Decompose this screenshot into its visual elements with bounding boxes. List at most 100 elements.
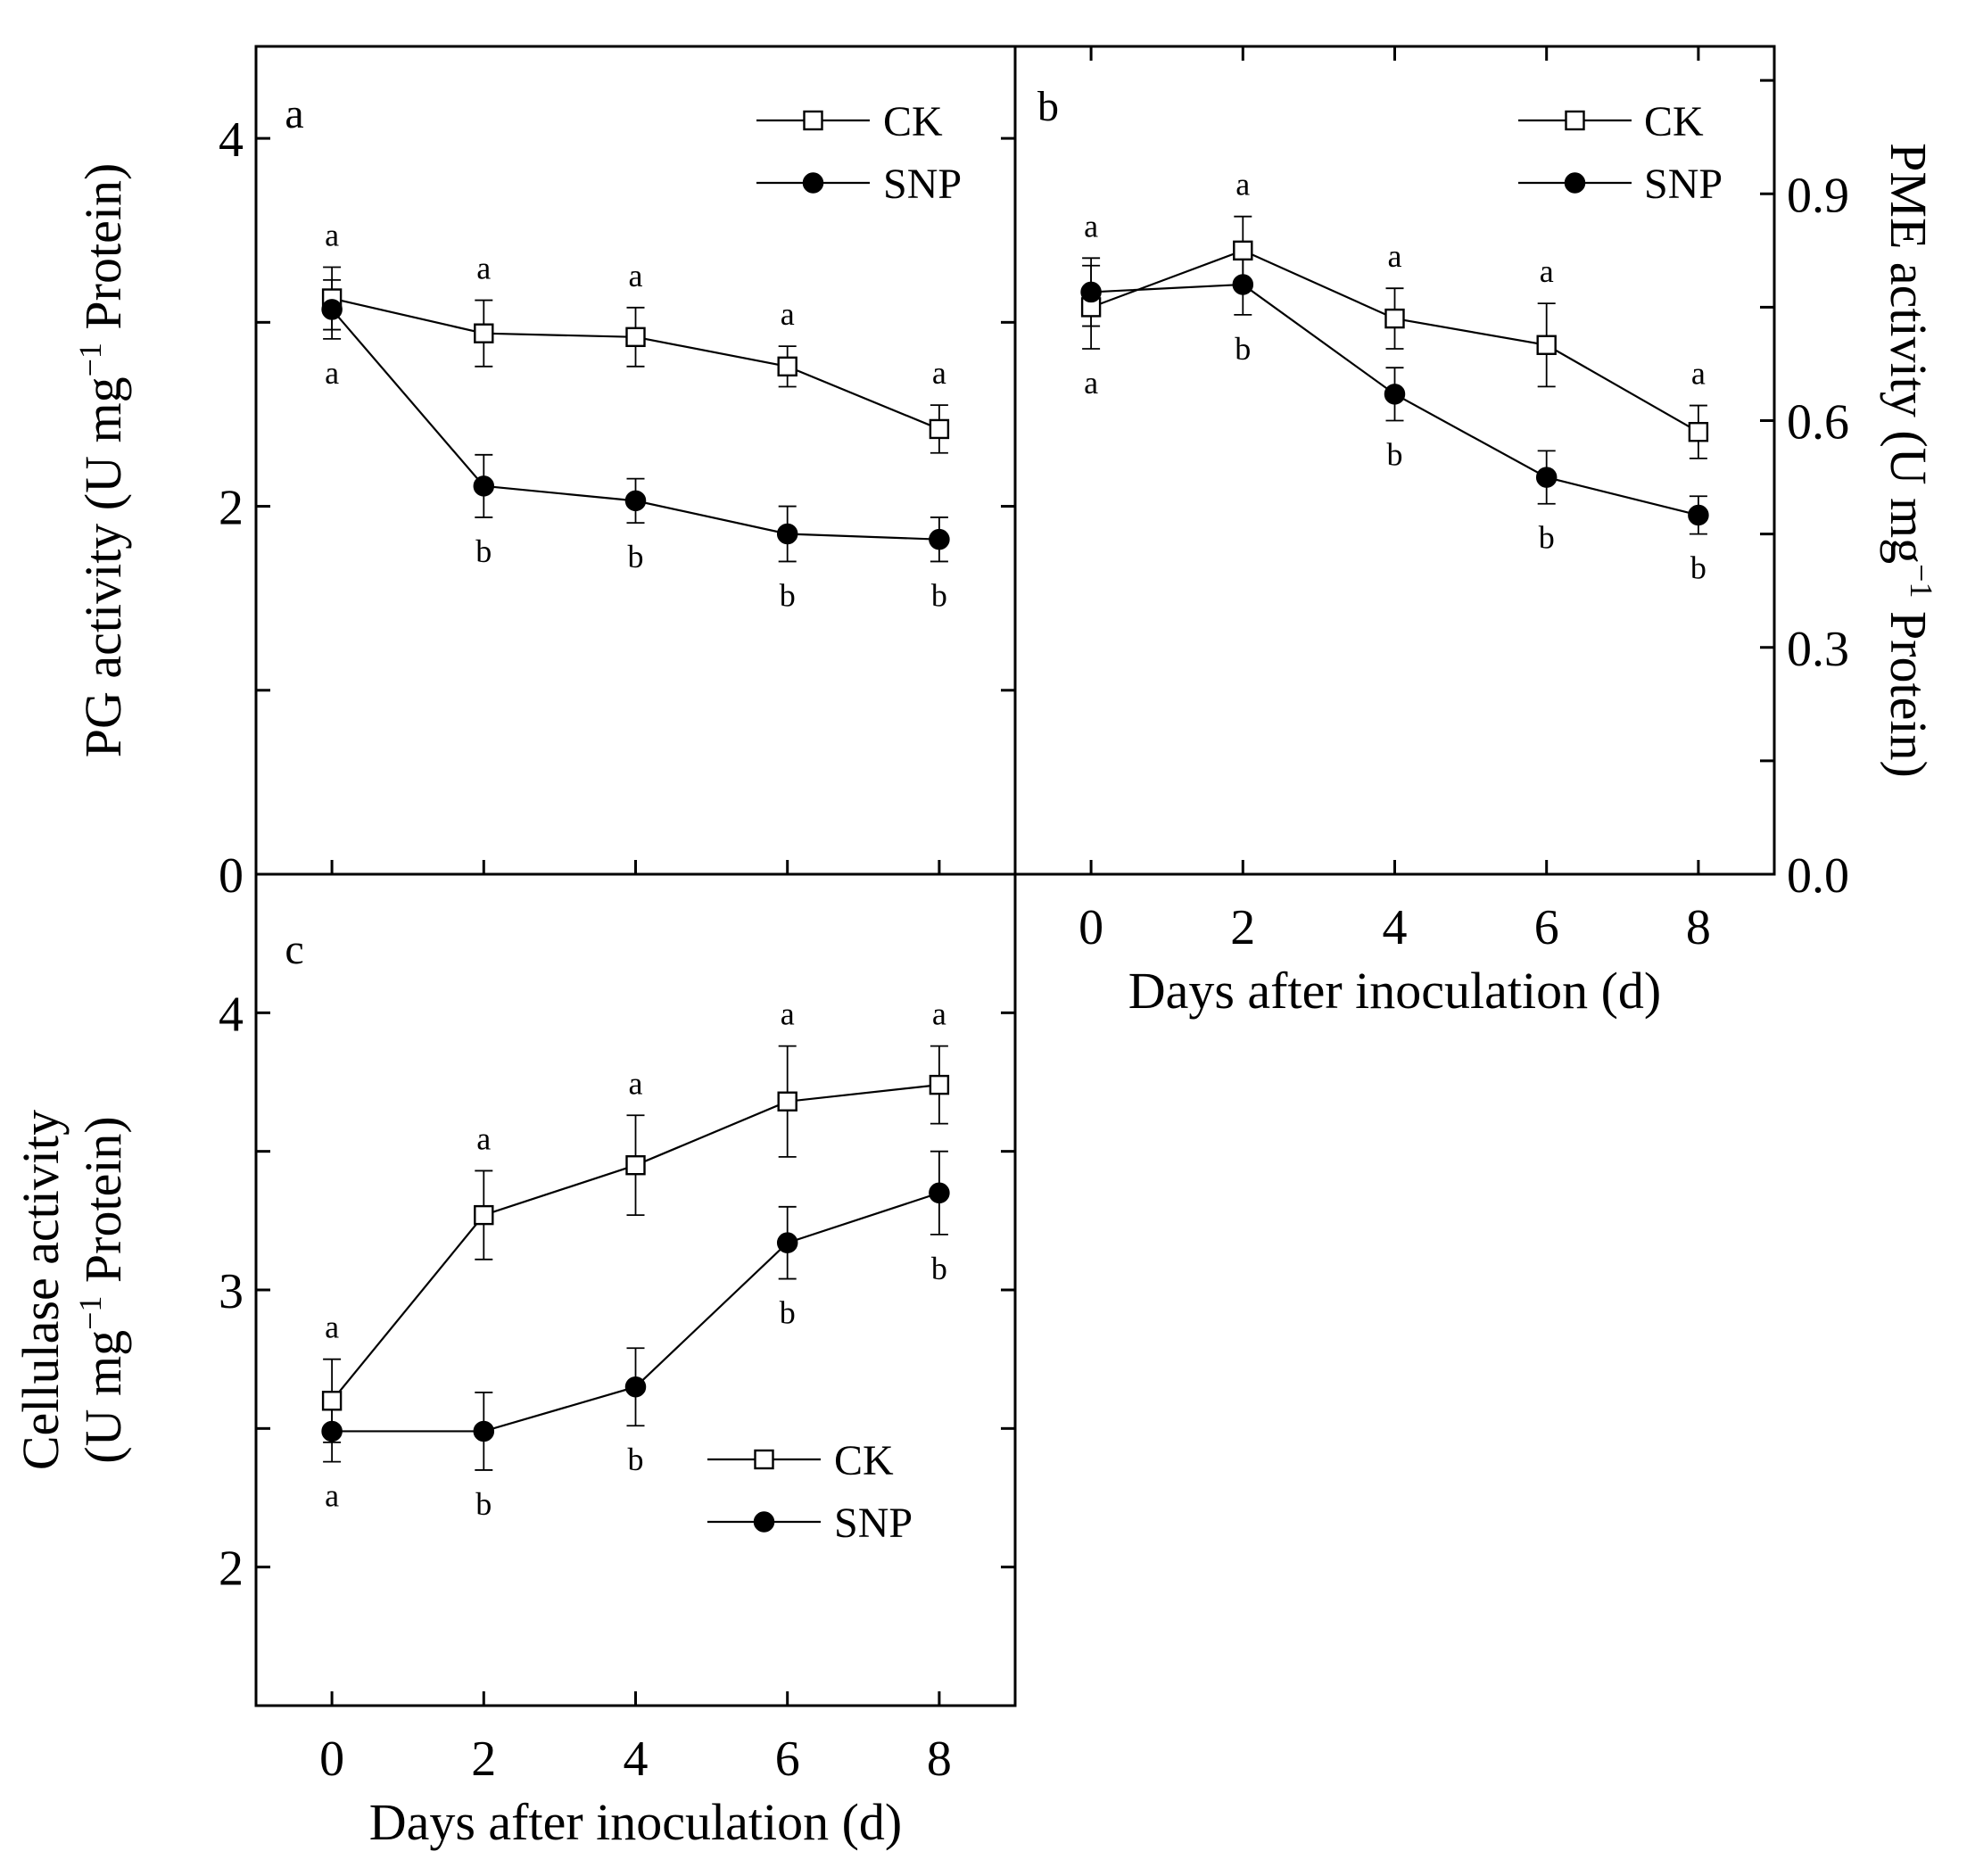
y-title-sup: −1 (72, 1296, 108, 1330)
y-tick-label: 0.6 (1787, 395, 1849, 450)
data-point-ck (321, 1391, 343, 1411)
significance-letter: a (932, 355, 946, 391)
x-tick-label: 4 (624, 1731, 649, 1787)
y-tick-label: 4 (219, 987, 244, 1042)
significance-letter: b (1235, 331, 1251, 367)
y-title-main: (U mg (74, 1330, 132, 1464)
panel-label-c: c (285, 926, 303, 973)
data-point-snp (776, 523, 798, 545)
y-axis-title-line2: (U mg−1 Protein) (72, 1116, 132, 1464)
panel-c: 0 2 4 6 8 Days after inoculation (d) 2 3 4 Cellul… (12, 872, 1017, 1851)
significance-letter: a (476, 1120, 491, 1156)
data-point-snp (624, 490, 647, 512)
significance-letter: a (1084, 208, 1098, 244)
significance-letter: b (628, 1442, 644, 1477)
data-point-ck (929, 1074, 950, 1095)
significance-letter: b (931, 1251, 947, 1286)
panel-label-a: a (285, 90, 303, 137)
significance-letter: a (1388, 238, 1402, 274)
significance-letter: a (325, 1478, 339, 1514)
y-tick-label: 0.9 (1787, 168, 1849, 223)
markers-snp (321, 1182, 950, 1442)
data-point-snp (1080, 281, 1102, 303)
x-axis-title: Days after inoculation (d) (369, 1793, 903, 1851)
data-point-ck (929, 418, 950, 440)
x-tick-label: 0 (319, 1731, 344, 1787)
markers-snp (1080, 274, 1709, 526)
y-title-main: PME activity (U mg (1880, 143, 1938, 564)
y-tick-label: 0.3 (1787, 622, 1849, 677)
panel-label-b: b (1037, 83, 1059, 130)
data-point-ck (1536, 335, 1557, 355)
significance-letter: b (1539, 520, 1555, 556)
data-point-ck (625, 1154, 646, 1176)
data-point-snp (929, 1182, 950, 1204)
significance-letter: b (780, 577, 796, 613)
y-tick-label: 0.0 (1787, 848, 1849, 904)
data-point-snp (624, 1376, 647, 1398)
data-point-snp (1535, 467, 1558, 488)
significance-letter: b (475, 1486, 492, 1522)
data-point-ck (1384, 308, 1405, 329)
y-title-tail: Protein) (74, 1116, 132, 1295)
data-point-ck (1233, 240, 1253, 261)
legend-c: CK SNP (707, 1437, 913, 1547)
legend-a: CK SNP (756, 98, 962, 208)
x-tick-label: 6 (775, 1731, 800, 1787)
x-tick-label: 6 (1534, 900, 1559, 955)
data-point-ck (777, 1091, 797, 1112)
y-title-main: PG activity (U mg (74, 376, 132, 757)
legend-label: CK (1644, 98, 1704, 145)
legend-label: SNP (883, 161, 962, 208)
significance-letter: b (628, 539, 644, 574)
significance-letter: b (1690, 550, 1706, 586)
data-point-snp (321, 1420, 343, 1442)
significance-letter: b (1387, 437, 1403, 473)
legend-marker (803, 110, 823, 131)
legend-label: CK (834, 1437, 894, 1484)
legend-marker (1564, 172, 1586, 194)
data-point-snp (473, 475, 495, 497)
data-point-snp (1232, 274, 1254, 295)
y-title-tail: Protein) (74, 163, 132, 343)
significance-letter: a (932, 996, 946, 1032)
significance-letter: a (629, 1065, 643, 1101)
legend-b: CK SNP (1518, 98, 1723, 208)
data-point-ck (474, 1204, 494, 1226)
significance-letter: b (931, 577, 947, 613)
series-ck (323, 266, 948, 454)
significance-letter: a (325, 1310, 339, 1345)
x-tick-label: 2 (471, 1731, 496, 1787)
x-tick-label: 2 (1230, 900, 1255, 955)
legend-marker (754, 1449, 774, 1470)
data-point-snp (321, 299, 343, 320)
data-point-snp (1688, 504, 1709, 526)
legend-label: SNP (834, 1500, 913, 1547)
x-tick-label: 8 (927, 1731, 952, 1787)
y-tick-label: 2 (219, 1541, 244, 1597)
markers-snp (321, 299, 950, 550)
significance-letter: b (475, 533, 492, 569)
data-point-snp (473, 1420, 495, 1442)
significance-letter: a (1235, 167, 1250, 202)
y-axis-title-line1: Cellulase activity (12, 1110, 70, 1470)
significance-letter: a (1691, 356, 1706, 392)
data-point-ck (474, 323, 494, 343)
data-point-snp (929, 528, 950, 550)
legend-marker (1565, 110, 1585, 131)
y-title-sup: −1 (1904, 564, 1939, 598)
significance-letter: a (629, 258, 643, 293)
panel-b: 0 2 4 6 8 Days after inoculation (d) 0.0 0.3 0.6… (1013, 45, 1939, 1020)
legend-label: CK (883, 98, 943, 145)
y-tick-label: 3 (219, 1264, 244, 1319)
data-point-snp (776, 1232, 798, 1253)
y-title-tail: Protein) (1880, 598, 1938, 777)
y-title-sup: −1 (72, 343, 108, 376)
y-tick-label: 0 (219, 848, 244, 904)
significance-letter: a (781, 996, 795, 1032)
data-point-ck (625, 326, 646, 348)
x-tick-label: 0 (1078, 900, 1103, 955)
legend-label: SNP (1644, 161, 1723, 208)
markers-ck (321, 1074, 950, 1411)
